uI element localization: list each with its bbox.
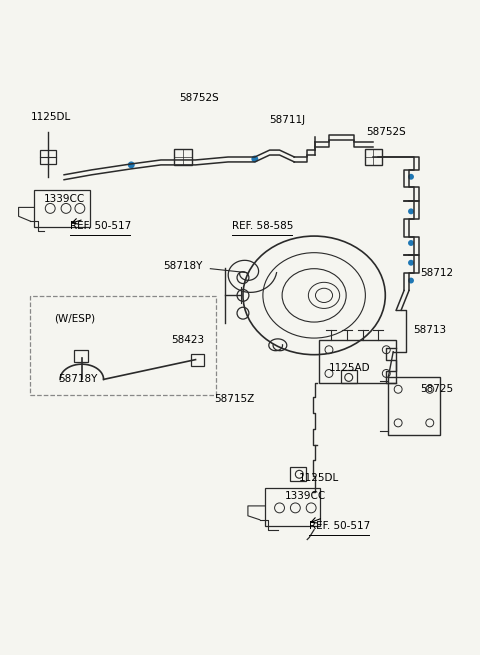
Text: REF. 50-517: REF. 50-517 [70,221,131,231]
Circle shape [128,161,135,168]
Circle shape [408,260,414,266]
Circle shape [408,278,414,284]
Bar [74,350,88,362]
Text: 58713: 58713 [413,325,446,335]
Bar [191,354,204,365]
Bar [174,149,192,165]
Bar [30,296,216,395]
Bar [364,149,383,165]
Text: 1125DL: 1125DL [300,473,339,483]
Circle shape [408,240,414,246]
Text: (W/ESP): (W/ESP) [54,313,96,323]
Text: REF. 58-585: REF. 58-585 [232,221,293,231]
Text: 58712: 58712 [420,268,453,278]
Circle shape [252,155,258,162]
Circle shape [408,208,414,214]
Text: 58752S: 58752S [179,93,218,103]
Text: 58423: 58423 [171,335,204,345]
Text: 1339CC: 1339CC [44,195,85,204]
Bar [341,369,357,383]
Circle shape [408,174,414,179]
Bar [35,189,90,227]
Bar [319,340,396,383]
Text: 1125AD: 1125AD [329,362,371,373]
Text: REF. 50-517: REF. 50-517 [309,521,371,531]
Bar [40,150,56,164]
Bar [264,488,320,526]
Text: 58711J: 58711J [270,115,306,125]
Text: 58715Z: 58715Z [214,394,254,404]
Bar [388,377,440,435]
Text: 58725: 58725 [420,384,453,394]
Bar [290,468,306,481]
Text: 58718Y: 58718Y [58,375,97,384]
Text: 1339CC: 1339CC [285,491,326,501]
Text: 58752S: 58752S [367,127,406,138]
Text: 1125DL: 1125DL [30,113,71,122]
Text: 58718Y: 58718Y [163,261,202,271]
